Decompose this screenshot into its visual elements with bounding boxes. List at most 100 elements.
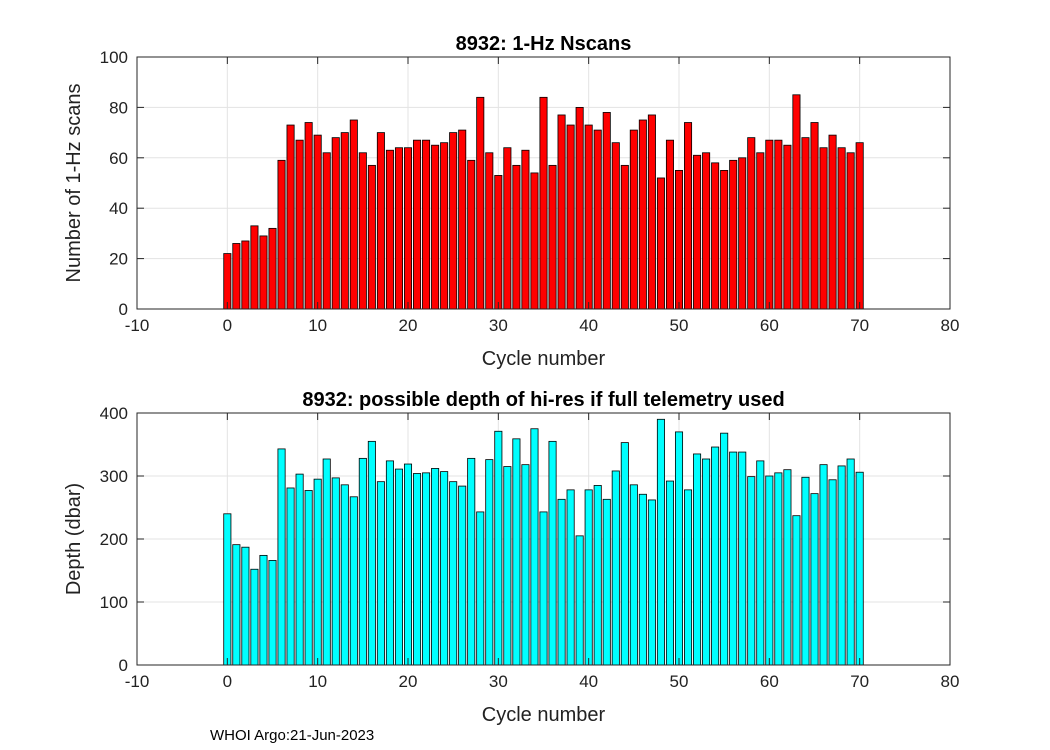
bar-cycle-67 [828, 134, 837, 310]
bar-cycle-29 [485, 152, 494, 310]
bar-cycle-61 [774, 139, 783, 310]
bar-cycle-7 [286, 487, 295, 666]
bar-cycle-39 [575, 535, 584, 666]
y-tick-label: 400 [100, 404, 128, 423]
bar-cycle-56 [729, 451, 738, 666]
bar-cycle-57 [738, 451, 747, 666]
bar-cycle-24 [440, 142, 449, 310]
x-tick-label: 20 [399, 316, 418, 335]
bar-cycle-48 [656, 177, 665, 310]
bar-cycle-0 [223, 253, 232, 310]
bar-cycle-25 [449, 481, 458, 666]
bar-cycle-40 [584, 124, 593, 310]
x-tick-label: 50 [670, 316, 689, 335]
bar-cycle-18 [385, 460, 394, 666]
bar-cycle-5 [268, 560, 277, 666]
bar-cycle-37 [557, 114, 566, 310]
bar-cycle-64 [801, 476, 810, 666]
bar-cycle-46 [638, 119, 647, 310]
bar-cycle-17 [376, 132, 385, 310]
bar-cycle-51 [684, 122, 693, 310]
bar-cycle-32 [512, 164, 521, 310]
bar-cycle-51 [684, 489, 693, 666]
bar-cycle-41 [593, 485, 602, 666]
x-tick-label: 60 [760, 316, 779, 335]
bar-cycle-20 [403, 463, 413, 666]
bar-cycle-6 [277, 448, 286, 666]
bar-cycle-29 [485, 459, 494, 666]
bar-cycle-44 [620, 164, 629, 310]
x-tick-label: 70 [850, 672, 869, 691]
bar-cycle-40 [584, 489, 593, 666]
bar-cycle-19 [394, 468, 403, 666]
y-tick-label: 100 [100, 593, 128, 612]
x-tick-label: 50 [670, 672, 689, 691]
bar-cycle-24 [440, 471, 449, 666]
bar-cycle-21 [413, 473, 422, 666]
bar-cycle-14 [349, 119, 358, 310]
bar-cycle-22 [422, 139, 431, 310]
x-tick-label: 80 [941, 672, 960, 691]
bar-cycle-52 [693, 453, 702, 666]
footer-credit: WHOI Argo:21-Jun-2023 [210, 727, 375, 744]
bar-cycle-47 [647, 499, 656, 666]
bar-cycle-53 [702, 458, 711, 666]
x-tick-label: 10 [308, 316, 327, 335]
bar-cycle-15 [358, 457, 367, 666]
bar-cycle-35 [539, 511, 548, 666]
bar-cycle-28 [476, 96, 485, 310]
bar-cycle-62 [783, 469, 792, 666]
bar-cycle-11 [322, 458, 331, 666]
bar-cycle-3 [250, 568, 259, 666]
bar-cycle-48 [656, 418, 665, 666]
bar-cycle-67 [828, 479, 837, 666]
bar-cycle-43 [611, 470, 620, 666]
bar-cycle-31 [503, 466, 512, 666]
bar-cycle-57 [738, 157, 747, 310]
x-tick-label: 70 [850, 316, 869, 335]
bar-cycle-28 [476, 511, 485, 666]
y-tick-label: 20 [109, 250, 128, 269]
bar-cycle-50 [674, 169, 684, 310]
bar-cycle-13 [340, 484, 349, 666]
y-axis-label: Number of 1-Hz scans [63, 84, 85, 283]
bar-cycle-26 [458, 129, 467, 310]
x-tick-label: 80 [941, 316, 960, 335]
bar-cycle-68 [837, 147, 846, 310]
bar-cycle-43 [611, 142, 620, 310]
bar-cycle-2 [241, 546, 250, 666]
bar-cycle-10 [313, 134, 322, 310]
bar-cycle-8 [295, 473, 304, 666]
x-tick-label: 30 [489, 672, 508, 691]
bar-cycle-54 [711, 162, 720, 310]
bar-cycle-8 [295, 139, 304, 310]
bar-cycle-58 [747, 476, 756, 666]
bar-cycle-4 [259, 554, 268, 666]
bar-cycle-20 [403, 147, 413, 310]
bar-cycle-50 [674, 431, 684, 666]
x-tick-label: 40 [579, 316, 598, 335]
bar-cycle-69 [846, 458, 855, 666]
bar-cycle-6 [277, 159, 286, 310]
bar-cycle-34 [530, 428, 539, 666]
bar-cycle-59 [756, 152, 765, 310]
y-tick-label: 200 [100, 530, 128, 549]
x-tick-label: 30 [489, 316, 508, 335]
bar-cycle-32 [512, 438, 521, 666]
chart-title: 8932: possible depth of hi-res if full t… [302, 389, 784, 411]
y-tick-label: 0 [119, 300, 128, 319]
axes-box [136, 56, 951, 310]
bar-cycle-60 [765, 475, 774, 666]
x-tick-label: 60 [760, 672, 779, 691]
x-tick-label: 0 [223, 672, 232, 691]
bar-cycle-63 [792, 94, 801, 310]
bar-cycle-45 [629, 129, 638, 310]
bar-cycle-34 [530, 172, 539, 310]
bar-cycle-33 [521, 464, 530, 666]
x-tick-label: 40 [579, 672, 598, 691]
bar-cycle-4 [259, 235, 268, 310]
bar-cycle-49 [665, 139, 674, 310]
bar-cycle-12 [331, 137, 340, 310]
